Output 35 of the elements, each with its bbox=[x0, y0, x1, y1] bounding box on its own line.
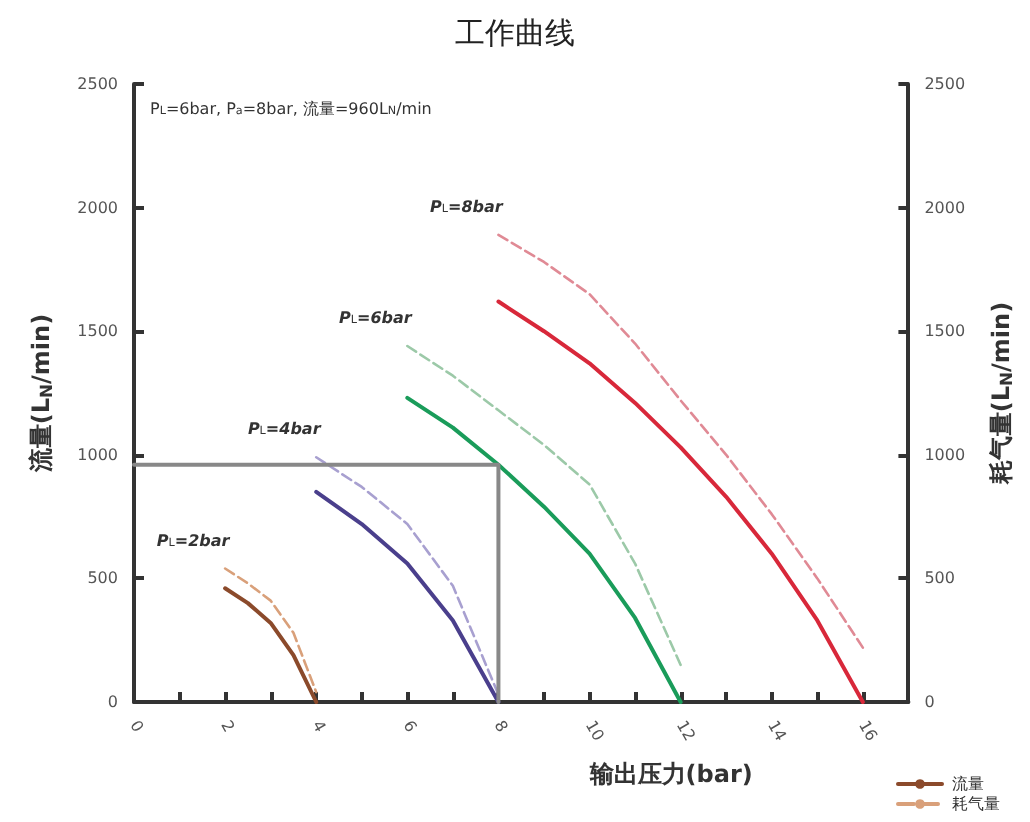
y-tick-label: 2500 bbox=[77, 75, 118, 93]
line-series bbox=[223, 586, 319, 704]
x-tick-label: 4 bbox=[308, 717, 330, 736]
line-series bbox=[497, 233, 865, 649]
y2-tick-label: 1000 bbox=[924, 445, 966, 464]
y2-axis-title: 耗气量(LN/min) bbox=[987, 301, 1016, 487]
y2-tick-label: 0 bbox=[924, 693, 935, 711]
chart-title: 工作曲线 bbox=[455, 15, 575, 51]
legend-label: 耗气量 bbox=[952, 795, 1000, 813]
x-tick-label: 0 bbox=[126, 717, 147, 736]
y-tick-label: 1000 bbox=[77, 445, 118, 464]
y-tick-label: 1500 bbox=[77, 322, 118, 341]
line-series bbox=[496, 299, 865, 704]
line-series bbox=[314, 455, 500, 696]
x-tick-label: 12 bbox=[672, 717, 699, 745]
x-tick-label: 8 bbox=[490, 717, 512, 736]
y2-tick-label: 2000 bbox=[924, 198, 966, 217]
x-tick-label: 2 bbox=[217, 717, 238, 736]
line-series bbox=[223, 567, 318, 694]
y2-tick-label: 2500 bbox=[924, 75, 966, 93]
line-series bbox=[406, 344, 682, 667]
y2-tick-label: 500 bbox=[924, 569, 955, 588]
line-series bbox=[405, 395, 683, 704]
y-axis-title: 流量(LN/min) bbox=[27, 313, 56, 475]
x-tick-label: 6 bbox=[399, 717, 421, 736]
y-tick-label: 500 bbox=[87, 569, 118, 588]
x-tick-label: 16 bbox=[855, 717, 881, 745]
y2-tick-label: 1500 bbox=[924, 322, 966, 341]
x-axis-title: 输出压力(bar) bbox=[587, 760, 753, 788]
line-series bbox=[314, 489, 501, 704]
x-tick-label: 10 bbox=[581, 717, 608, 745]
x-tick-label: 14 bbox=[763, 717, 790, 745]
legend-label: 流量 bbox=[952, 775, 984, 793]
y-tick-label: 2000 bbox=[77, 198, 118, 217]
y-tick-label: 0 bbox=[107, 693, 118, 711]
